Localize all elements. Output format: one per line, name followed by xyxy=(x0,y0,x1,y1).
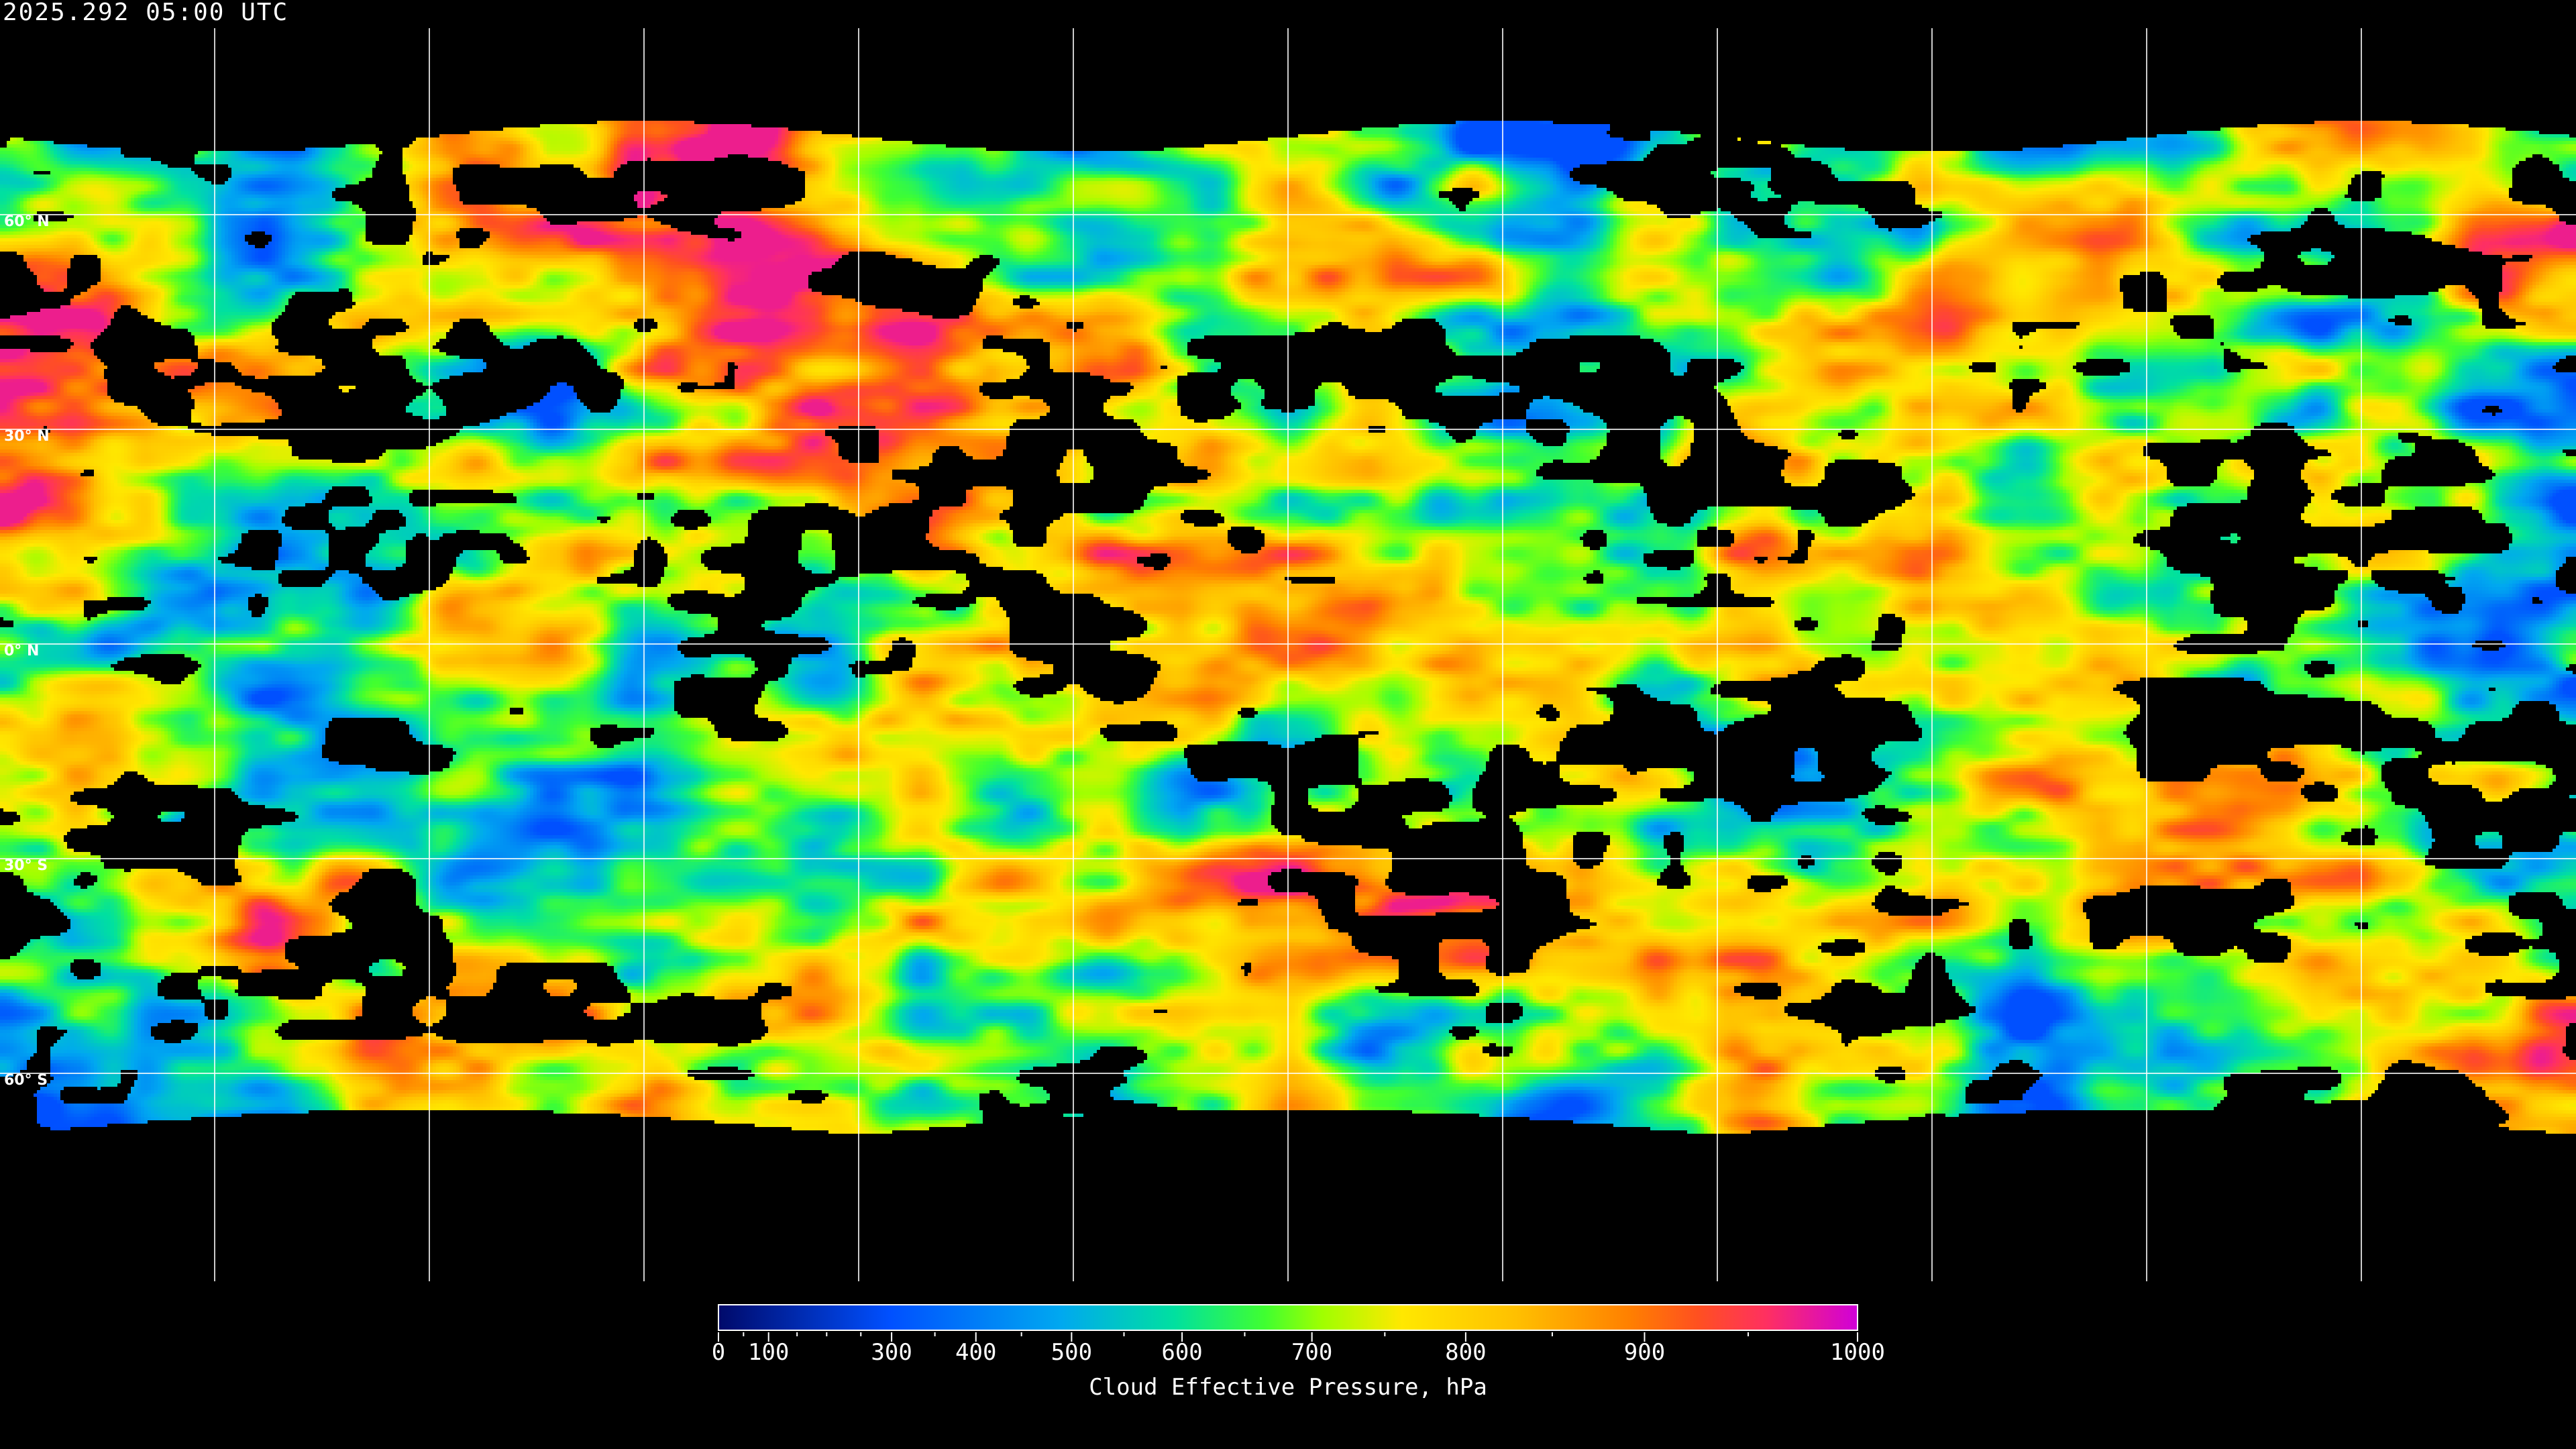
colorbar-tick-label: 600 xyxy=(1161,1339,1203,1366)
colorbar-tick-label: 300 xyxy=(871,1339,912,1366)
colorbar-tick-label: 100 xyxy=(747,1339,790,1366)
lat-label-0: 0° N xyxy=(4,643,40,659)
lat-label-60s: 60° S xyxy=(4,1072,48,1089)
colorbar xyxy=(718,1304,1858,1331)
colorbar-tick-label: 800 xyxy=(1445,1339,1487,1366)
colorbar-tick-label: 900 xyxy=(1623,1339,1666,1366)
colorbar-tick-label: 400 xyxy=(955,1339,997,1366)
colorbar-tick-label: 0 xyxy=(711,1339,726,1366)
colorbar-tick-label: 500 xyxy=(1051,1339,1093,1366)
timestamp: 2025.292 05:00 UTC xyxy=(3,0,289,26)
lat-label-60n: 60° N xyxy=(4,213,50,230)
lat-lon-grid xyxy=(0,28,2576,1281)
colorbar-tick-label: 1000 xyxy=(1830,1339,1885,1366)
cloud-pressure-map: 2025.292 05:00 UTC 60° N 30° N 0° N 30° … xyxy=(0,0,2576,1288)
colorbar-tick-label: 700 xyxy=(1291,1339,1333,1366)
colorbar-title: Cloud Effective Pressure, hPa xyxy=(1089,1374,1487,1401)
lat-label-30s: 30° S xyxy=(4,857,48,874)
lat-label-30n: 30° N xyxy=(4,428,50,445)
